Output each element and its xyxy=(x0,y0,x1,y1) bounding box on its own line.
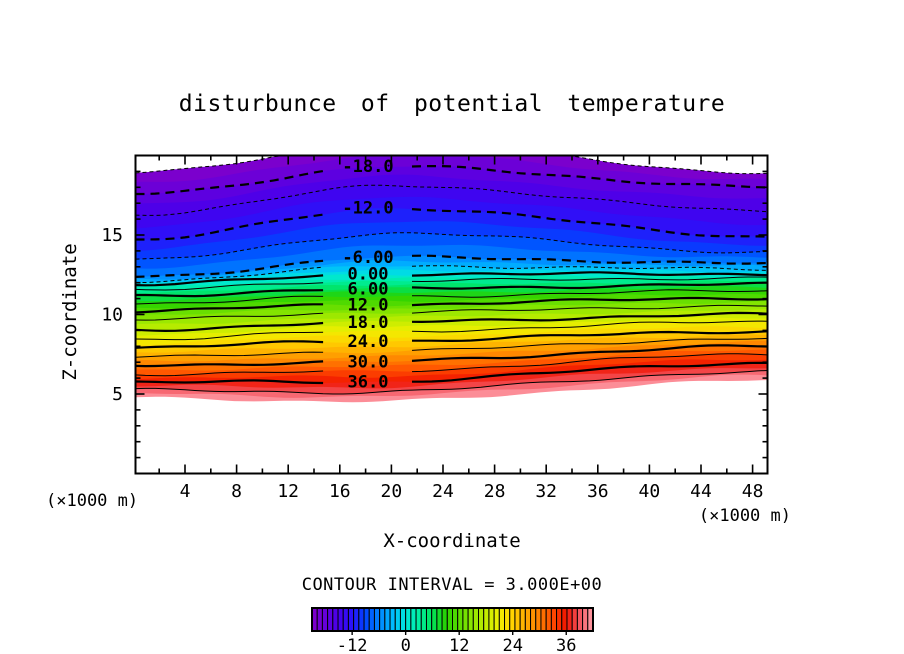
z-tick-labels: 5 10 15 xyxy=(101,225,123,405)
z-tick-label: 15 xyxy=(101,225,123,246)
contour-label: 12.0 xyxy=(348,296,389,316)
x-tick-label: 8 xyxy=(231,481,242,502)
x-tick-label: 16 xyxy=(329,481,351,502)
x-axis-unit-note-left: (×1000 m) xyxy=(46,491,138,511)
colorbar xyxy=(311,607,594,632)
axis-ticks xyxy=(135,155,768,474)
contour-label: 18.0 xyxy=(348,313,389,333)
x-tick-label: 12 xyxy=(277,481,299,502)
contour-label: -18.0 xyxy=(342,157,393,177)
contour-label: 6.00 xyxy=(348,280,389,300)
z-tick-label: 10 xyxy=(101,305,123,326)
colorbar-tick-labels: -12 0 12 24 36 xyxy=(337,631,576,654)
contour-label: -6.00 xyxy=(342,248,393,268)
x-tick-label: 4 xyxy=(180,481,191,502)
x-tick-label: 48 xyxy=(742,481,764,502)
x-tick-label: 28 xyxy=(484,481,506,502)
colorbar-tick-label: 24 xyxy=(502,636,522,654)
x-tick-label: 40 xyxy=(639,481,661,502)
colorbar-tick-label: -12 xyxy=(337,636,368,654)
x-tick-label: 32 xyxy=(535,481,557,502)
z-tick-label: 5 xyxy=(112,384,123,405)
x-tick-label: 24 xyxy=(432,481,454,502)
colorbar-tick-label: 12 xyxy=(449,636,469,654)
contour-label: 36.0 xyxy=(348,373,389,393)
contour-label: 0.00 xyxy=(348,265,389,285)
x-tick-labels: 4 8 12 16 20 24 28 32 36 40 44 48 xyxy=(180,481,764,502)
x-tick-label: 20 xyxy=(381,481,403,502)
x-tick-label: 36 xyxy=(587,481,609,502)
x-axis-unit-note-right: (×1000 m) xyxy=(699,506,791,526)
z-axis-title: Z-coordinate xyxy=(59,243,81,380)
contour-label: 30.0 xyxy=(348,353,389,373)
x-tick-label: 44 xyxy=(690,481,712,502)
contour-label: -12.0 xyxy=(342,199,393,219)
contour-label: 24.0 xyxy=(348,332,389,352)
colorbar-tick-label: 0 xyxy=(401,636,411,654)
x-axis-title: X-coordinate xyxy=(383,530,520,552)
colorbar-tick-label: 36 xyxy=(556,636,576,654)
contour-interval-note: CONTOUR INTERVAL = 3.000E+00 xyxy=(302,575,603,595)
chart-title: disturbunce of potential temperature xyxy=(179,91,726,117)
contour-line-labels: -18.0 -12.0 -6.000.006.0012.018.024.030.03… xyxy=(342,157,393,393)
contour-lines xyxy=(135,155,768,395)
